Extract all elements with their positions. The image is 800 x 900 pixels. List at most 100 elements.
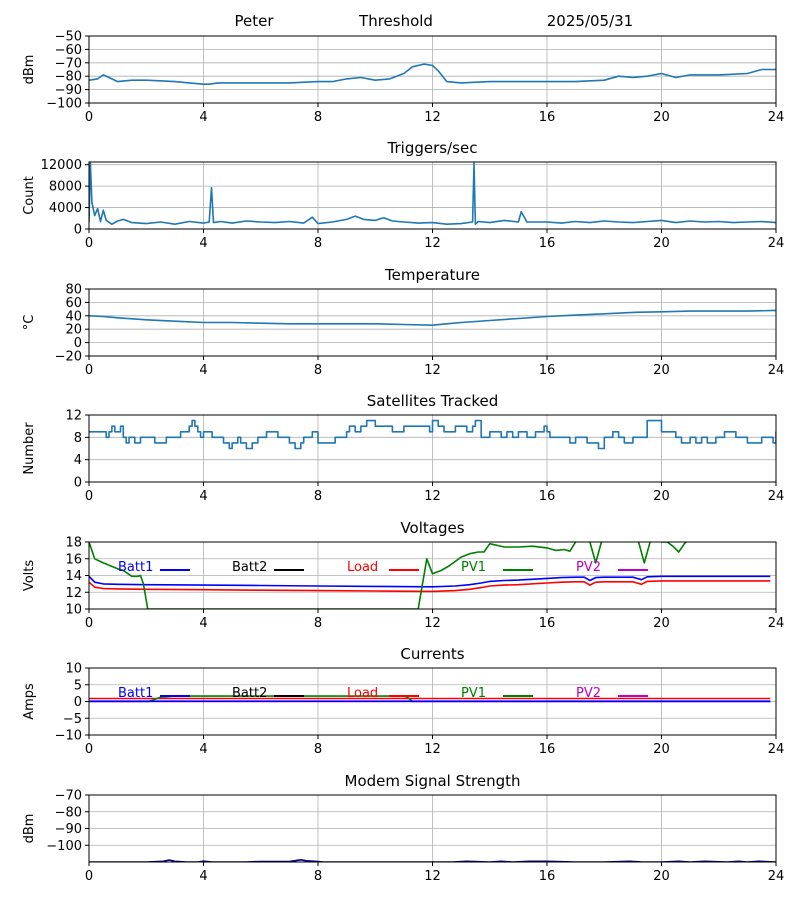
y-tick-label: 18	[65, 536, 82, 551]
y-tick-label: 20	[65, 323, 82, 338]
x-tick-label: 24	[768, 869, 785, 884]
y-tick-label: 80	[65, 283, 82, 298]
y-tick-label: 0	[74, 476, 82, 491]
y-axis-label: dBm	[22, 814, 37, 844]
y-tick-label: 0	[74, 223, 82, 238]
series-line-satellites	[89, 419, 776, 450]
y-tick-label: 12	[65, 586, 82, 601]
y-tick-label: −90	[55, 822, 82, 837]
x-tick-label: 8	[314, 869, 322, 884]
x-tick-label: 8	[314, 236, 322, 251]
chart-satellites: 0 4 8 12 16 20 24 0 4 8 12 Satellites Tracked Number	[22, 392, 784, 504]
y-tick-label: −5	[63, 712, 82, 727]
x-tick-label: 16	[539, 742, 556, 757]
y-axis-label: Volts	[22, 560, 37, 592]
x-tick-label: 8	[314, 489, 322, 504]
y-tick-label: 0	[74, 336, 82, 351]
y-tick-label: 12	[65, 409, 82, 424]
x-tick-label: 16	[539, 110, 556, 125]
series-line-load	[89, 580, 771, 593]
y-tick-label: −100	[46, 839, 82, 854]
y-tick-label: −90	[55, 83, 82, 98]
x-tick-label: 24	[768, 110, 785, 125]
chart-title: Voltages	[400, 519, 464, 537]
chart-triggers: 0 4 8 12 16 20 24 0 4000 8000 12000 Triggers/sec Cou…	[22, 139, 784, 251]
y-tick-label: 40	[65, 309, 82, 324]
legend-label: Load	[347, 686, 378, 701]
x-tick-label: 8	[314, 110, 322, 125]
legend-label: PV1	[461, 560, 486, 575]
x-tick-label: 24	[768, 363, 785, 378]
y-tick-label: 8000	[49, 180, 82, 195]
x-tick-label: 4	[199, 489, 207, 504]
y-tick-label: −100	[46, 97, 82, 112]
chart-modem: 0 4 8 12 16 20 24 −100 −90 −80−70 Modem Signal Str…	[22, 772, 784, 884]
y-tick-label: 16	[65, 552, 82, 567]
x-tick-label: 4	[199, 616, 207, 631]
series-line-pv1	[89, 542, 688, 609]
x-tick-label: 12	[424, 489, 441, 504]
x-tick-label: 20	[653, 742, 670, 757]
x-tick-label: 16	[539, 363, 556, 378]
y-axis-label: dBm	[22, 55, 37, 85]
chart-title: Currents	[400, 645, 464, 663]
x-tick-label: 4	[199, 110, 207, 125]
mode-label: Threshold	[358, 12, 433, 30]
y-axis-label: Count	[22, 176, 37, 215]
chart-threshold: 0 4 8 12 16 20 24 −100−90−80−70−60−50 dBm	[22, 30, 784, 126]
y-tick-label: −80	[55, 805, 82, 820]
x-tick-label: 20	[653, 869, 670, 884]
x-tick-label: 24	[768, 489, 785, 504]
x-tick-label: 24	[768, 236, 785, 251]
y-tick-label: 12000	[41, 158, 82, 173]
y-tick-label: 4000	[49, 201, 82, 216]
x-tick-label: 16	[539, 869, 556, 884]
y-tick-label: −60	[55, 43, 82, 58]
y-tick-label: 0	[74, 695, 82, 710]
y-tick-label: 8	[74, 431, 82, 446]
x-tick-label: 12	[424, 110, 441, 125]
y-tick-label: −50	[55, 30, 82, 45]
x-tick-label: 12	[424, 869, 441, 884]
chart-title: Satellites Tracked	[367, 392, 498, 410]
x-tick-label: 12	[424, 236, 441, 251]
x-tick-label: 12	[424, 616, 441, 631]
y-tick-label: −70	[55, 789, 82, 804]
series-line-temperature	[89, 309, 776, 327]
x-tick-label: 4	[199, 742, 207, 757]
x-tick-label: 20	[653, 236, 670, 251]
y-tick-label: 10	[65, 603, 82, 618]
legend-label: Load	[347, 560, 378, 575]
legend-label: PV1	[461, 686, 486, 701]
x-tick-label: 12	[424, 742, 441, 757]
x-tick-label: 4	[199, 363, 207, 378]
x-tick-label: 0	[85, 110, 93, 125]
x-tick-label: 16	[539, 489, 556, 504]
chart-title: Modem Signal Strength	[345, 772, 521, 790]
station-name: Peter	[234, 12, 274, 30]
x-tick-label: 20	[653, 489, 670, 504]
legend-label: PV2	[576, 560, 601, 575]
x-tick-label: 12	[424, 363, 441, 378]
y-tick-label: 4	[74, 453, 82, 468]
y-axis-label: Number	[22, 422, 37, 475]
x-tick-label: 0	[85, 363, 93, 378]
date-label: 2025/05/31	[547, 12, 633, 30]
x-tick-label: 0	[85, 489, 93, 504]
x-tick-label: 4	[199, 869, 207, 884]
series-line-batt1	[89, 575, 771, 588]
series-line-threshold	[89, 63, 776, 85]
x-tick-label: 20	[653, 616, 670, 631]
x-tick-label: 0	[85, 616, 93, 631]
y-tick-label: −70	[55, 56, 82, 71]
x-tick-label: 24	[768, 616, 785, 631]
y-axis-label: °C	[22, 315, 37, 331]
x-tick-label: 8	[314, 616, 322, 631]
y-tick-label: 14	[65, 569, 82, 584]
y-tick-label: −80	[55, 70, 82, 85]
